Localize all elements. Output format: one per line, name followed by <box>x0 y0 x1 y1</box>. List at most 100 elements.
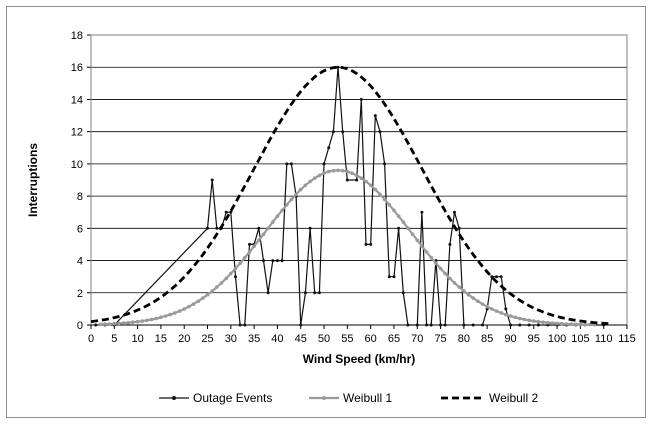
data-point <box>243 323 247 327</box>
data-point <box>364 179 368 184</box>
data-point <box>406 323 410 327</box>
data-point <box>313 291 317 295</box>
data-point <box>457 285 462 289</box>
data-point <box>527 323 531 327</box>
data-point <box>238 261 242 265</box>
data-point <box>341 130 345 134</box>
data-point <box>271 220 275 224</box>
data-point <box>149 317 154 322</box>
data-point <box>415 238 420 242</box>
data-point <box>457 226 461 230</box>
x-tick-label: 15 <box>155 333 167 345</box>
data-point <box>345 178 349 182</box>
x-tick-label: 5 <box>111 333 117 345</box>
data-point <box>285 203 289 207</box>
data-point <box>210 178 214 182</box>
data-point <box>187 304 191 309</box>
data-point <box>378 192 382 197</box>
y-tick-label: 16 <box>71 62 83 74</box>
data-point <box>406 226 410 230</box>
data-point <box>462 289 466 293</box>
data-point <box>424 250 429 254</box>
data-point <box>448 242 452 246</box>
data-point <box>289 197 294 202</box>
data-point <box>224 276 228 281</box>
y-axis-title: Interruptions <box>26 143 40 217</box>
data-point <box>499 275 503 279</box>
data-point <box>569 322 573 326</box>
data-point <box>583 322 587 327</box>
data-point <box>508 314 513 318</box>
data-point <box>541 320 545 325</box>
data-point <box>159 315 163 320</box>
data-point <box>397 226 401 230</box>
data-point <box>234 275 237 279</box>
y-tick-label: 0 <box>77 320 83 332</box>
data-point <box>280 208 284 213</box>
data-point <box>532 319 536 323</box>
data-point <box>546 320 550 325</box>
line-chart: 0 2 4 6 8 10 12 14 16 18 0 5 10 15 20 25 30 35 40 45 50 55 60 6… <box>26 30 636 405</box>
data-point <box>303 291 307 295</box>
data-point <box>219 281 224 285</box>
axes <box>87 34 628 329</box>
x-tick-label: 0 <box>88 333 94 345</box>
data-point <box>527 318 531 323</box>
data-point <box>280 259 284 263</box>
data-point <box>298 187 303 192</box>
data-point <box>452 281 457 285</box>
x-tick-label: 20 <box>178 333 190 345</box>
data-point <box>420 210 424 214</box>
plot-area <box>90 34 628 326</box>
data-point <box>499 311 504 315</box>
data-point <box>392 275 396 279</box>
data-point <box>322 171 326 175</box>
x-tick-label: 30 <box>225 333 237 345</box>
y-tick-label: 8 <box>77 191 83 203</box>
data-point <box>359 97 363 101</box>
data-point <box>215 285 219 289</box>
data-point <box>331 130 335 134</box>
x-tick-label: 95 <box>528 333 540 345</box>
data-point <box>340 168 345 173</box>
data-point <box>266 226 270 230</box>
data-point <box>294 192 298 197</box>
data-point <box>285 162 289 166</box>
legend-item-weibull-2: Weibull 2 <box>441 391 538 405</box>
data-point <box>513 315 517 320</box>
series-line <box>90 65 609 325</box>
data-point <box>401 291 405 295</box>
data-point <box>191 302 196 306</box>
data-point <box>438 266 443 271</box>
x-tick-label: 55 <box>341 333 353 345</box>
data-point <box>401 220 406 224</box>
data-point <box>481 323 484 327</box>
x-tick-label: 110 <box>595 333 613 345</box>
data-point <box>350 171 354 175</box>
data-point <box>387 203 392 207</box>
data-point <box>439 323 443 327</box>
y-tick-label: 6 <box>77 223 83 235</box>
legend-marker <box>172 396 176 400</box>
data-point <box>410 232 415 236</box>
data-point <box>224 210 228 214</box>
data-point <box>518 323 522 327</box>
data-point <box>182 307 186 311</box>
x-tick-label: 25 <box>201 333 213 345</box>
data-point <box>415 323 419 327</box>
data-point <box>587 322 592 327</box>
data-point <box>369 242 373 246</box>
data-point <box>336 168 340 173</box>
data-point <box>327 146 331 150</box>
data-point <box>252 244 256 248</box>
x-tick-label: 85 <box>481 333 493 345</box>
data-point <box>135 319 140 324</box>
data-point <box>564 322 569 326</box>
data-point <box>578 322 583 327</box>
data-point <box>354 173 359 178</box>
data-point <box>364 242 368 246</box>
data-point <box>303 183 308 188</box>
data-point <box>434 261 438 265</box>
data-point <box>229 271 233 276</box>
data-point <box>247 250 252 254</box>
